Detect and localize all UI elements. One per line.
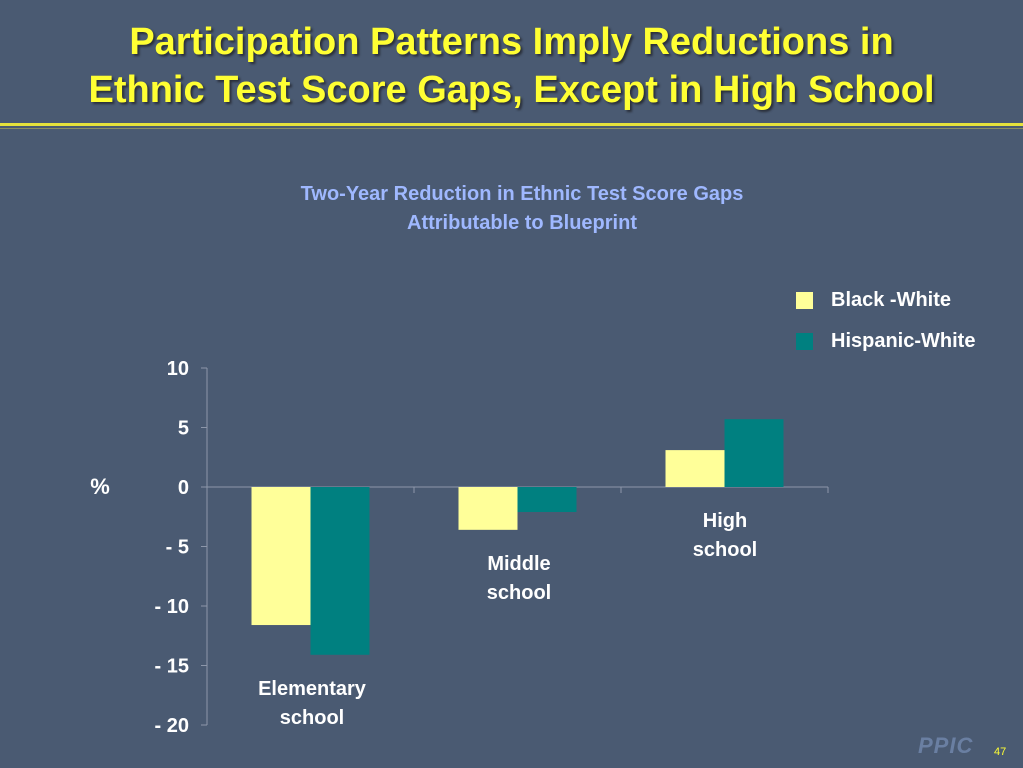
category-label: High (703, 510, 747, 532)
chart-title-line-1: Two-Year Reduction in Ethnic Test Score … (300, 183, 744, 205)
category-label: Elementary (258, 678, 367, 700)
chart-title: Two-Year Reduction in Ethnic Test Score … (222, 180, 822, 238)
bar-hispanic-white-2 (724, 419, 784, 487)
y-axis-label: % (90, 474, 110, 499)
title-divider-shadow (0, 128, 1023, 129)
y-tick-label: 10 (167, 358, 189, 380)
y-tick-label: - 5 (166, 537, 189, 559)
legend-item-black-white: Black -White (796, 280, 975, 321)
bar-hispanic-white-1 (517, 487, 577, 512)
ppic-logo: PPIC (918, 733, 974, 758)
chart-legend: Black -White Hispanic-White (796, 280, 975, 362)
legend-item-hispanic-white: Hispanic-White (796, 321, 975, 362)
slide-title-line-1: Participation Patterns Imply Reductions … (129, 21, 894, 63)
title-divider (0, 123, 1023, 126)
legend-swatch-hispanic-white (796, 333, 813, 350)
bar-black-white-1 (458, 487, 518, 530)
legend-swatch-black-white (796, 292, 813, 309)
category-label: Middle (487, 553, 550, 575)
bar-black-white-2 (665, 450, 725, 487)
y-tick-label: - 15 (155, 656, 189, 678)
y-tick-label: - 20 (155, 715, 189, 737)
bar-hispanic-white-0 (310, 487, 370, 655)
page-number: 47 (994, 746, 1007, 758)
legend-label-hispanic-white: Hispanic-White (831, 330, 976, 352)
category-label: school (693, 539, 757, 561)
legend-label-black-white: Black -White (831, 289, 952, 311)
slide-title: Participation Patterns Imply Reductions … (0, 18, 1023, 114)
chart-title-line-2: Attributable to Blueprint (407, 212, 637, 234)
category-label: school (280, 707, 344, 729)
y-tick-label: 0 (178, 477, 189, 499)
y-tick-label: - 10 (155, 596, 189, 618)
category-label: school (487, 582, 551, 604)
y-tick-label: 5 (178, 418, 189, 440)
bar-black-white-0 (251, 487, 311, 626)
slide-title-line-2: Ethnic Test Score Gaps, Except in High S… (88, 69, 935, 111)
